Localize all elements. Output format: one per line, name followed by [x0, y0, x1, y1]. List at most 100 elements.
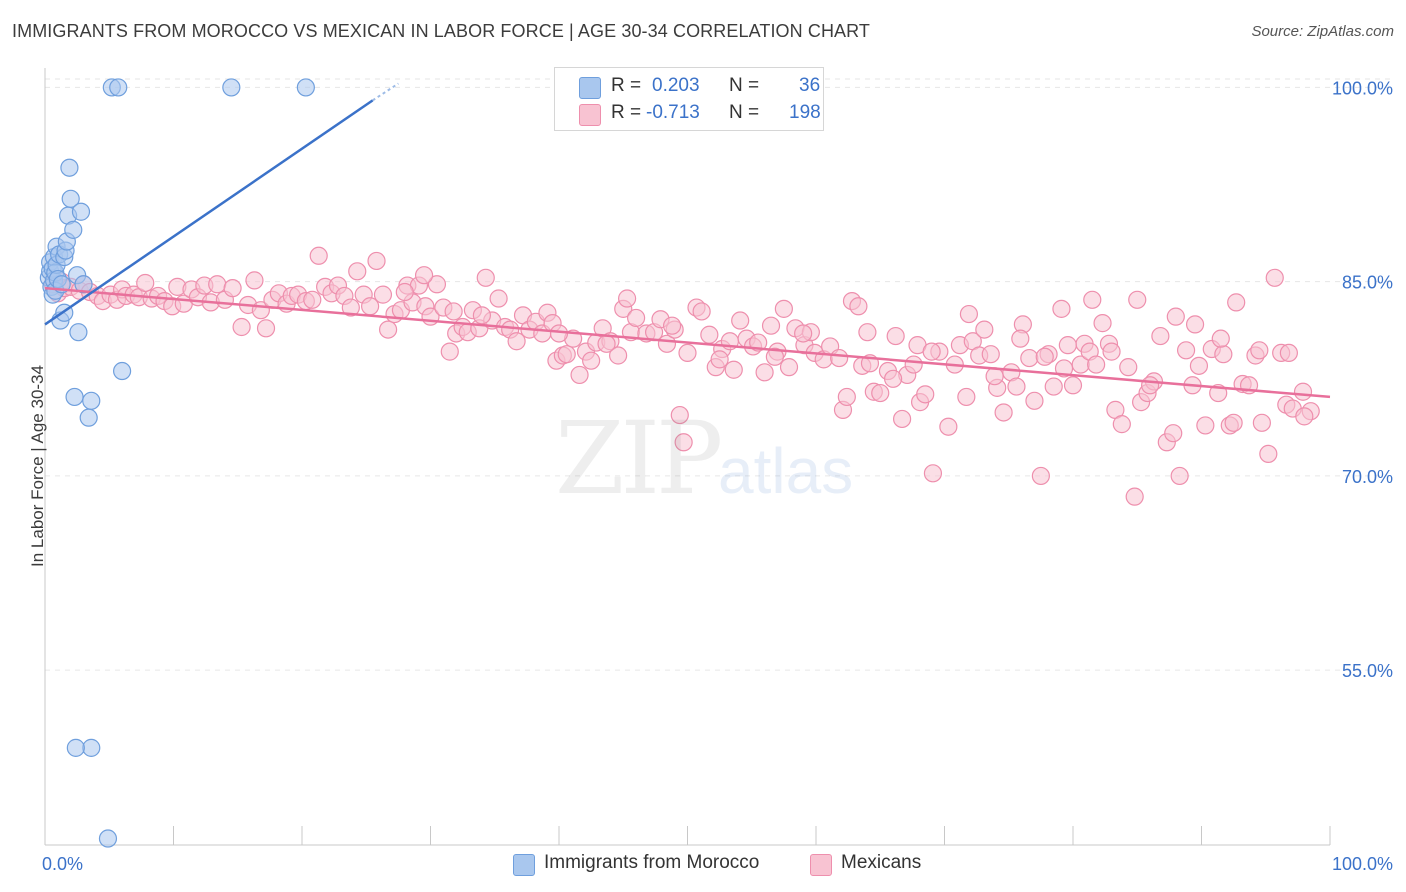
- mexicans-point: [1166, 307, 1185, 326]
- morocco-point: [109, 78, 128, 97]
- mexicans-point: [959, 304, 979, 324]
- bottom-legend-swatch-mexicans: [810, 854, 832, 876]
- morocco-point: [112, 361, 132, 381]
- mexicans-point: [883, 369, 903, 388]
- mexicans-point: [1011, 329, 1030, 348]
- mexicans-point: [886, 326, 905, 346]
- morocco-point: [66, 738, 85, 757]
- legend-n-value: 36: [799, 75, 821, 96]
- mexicans-point: [678, 343, 697, 362]
- morocco-point: [296, 78, 315, 97]
- morocco-point: [60, 158, 79, 177]
- morocco-point: [69, 323, 88, 342]
- mexicans-point: [923, 464, 943, 483]
- mexicans-point: [1293, 382, 1313, 401]
- morocco-point: [82, 738, 101, 757]
- mexicans-point: [1083, 290, 1102, 309]
- mexicans-point: [549, 324, 569, 343]
- correlation-legend: R = 0.203 N = 36 R = -0.713 N = 198: [554, 67, 824, 131]
- mexicans-point: [1250, 341, 1269, 360]
- mexicans-point: [1020, 348, 1039, 368]
- x-tick-label: 0.0%: [42, 854, 83, 874]
- mexicans-point: [440, 342, 459, 361]
- y-tick-label: 70.0%: [1342, 467, 1393, 487]
- morocco-trend-line: [44, 99, 374, 326]
- mexicans-point: [378, 320, 398, 339]
- mexicans-points: [43, 246, 1320, 506]
- mexicans-point: [1265, 268, 1284, 287]
- mexicans-point: [981, 345, 1000, 364]
- mexicans-point: [444, 302, 463, 321]
- legend-r-value: -0.713: [646, 102, 700, 123]
- watermark-zip: ZIP: [555, 400, 723, 517]
- mexicans-point: [1031, 466, 1050, 486]
- y-axis-title: In Labor Force | Age 30-34: [28, 365, 47, 567]
- mexicans-point: [414, 266, 434, 285]
- mexicans-point: [1214, 345, 1233, 364]
- mexicans-point: [597, 334, 616, 353]
- mexicans-point: [794, 324, 813, 343]
- legend-n-value: 198: [789, 102, 821, 123]
- mexicans-point: [700, 325, 719, 344]
- mexicans-point: [1054, 359, 1074, 378]
- mexicans-point: [922, 342, 941, 361]
- mexicans-point: [367, 251, 386, 271]
- mexicans-point: [472, 306, 491, 325]
- mexicans-trend-line: [44, 286, 1331, 399]
- mexicans-point: [1025, 391, 1044, 410]
- mexicans-point: [1102, 342, 1121, 361]
- mexicans-point: [892, 409, 912, 429]
- source-label: Source: ZipAtlas.com: [1251, 23, 1394, 40]
- mexicans-point: [670, 405, 689, 425]
- morocco-point: [65, 387, 84, 407]
- mexicans-point: [395, 282, 414, 302]
- mexicans-point: [830, 348, 849, 368]
- mexicans-point: [1252, 413, 1271, 432]
- mexicans-point: [1259, 444, 1278, 464]
- mexicans-point: [1185, 315, 1205, 334]
- mexicans-point: [1125, 487, 1144, 506]
- mexicans-point: [570, 365, 589, 385]
- mexicans-point: [871, 383, 890, 403]
- mexicans-point: [731, 311, 750, 330]
- axes: [44, 68, 1331, 846]
- mexicans-point: [916, 385, 935, 404]
- mexicans-point: [1087, 355, 1106, 374]
- mexicans-point: [427, 275, 447, 294]
- legend-swatch-morocco: [579, 77, 601, 99]
- legend-n-label: N =: [729, 75, 760, 96]
- mexicans-point: [582, 351, 601, 370]
- mexicans-point: [662, 316, 682, 335]
- mexicans-point: [1112, 415, 1131, 434]
- mexicans-point: [1295, 407, 1314, 426]
- mexicans-point: [223, 279, 242, 298]
- mexicans-point: [749, 333, 768, 352]
- bottom-legend-swatch-morocco: [513, 854, 535, 876]
- mexicans-point: [1211, 329, 1230, 348]
- morocco-trend-extension: [372, 82, 399, 102]
- mexicans-point: [341, 298, 360, 317]
- x-tick-label: 100.0%: [1332, 854, 1393, 874]
- mexicans-point: [755, 363, 774, 382]
- morocco-point: [74, 275, 93, 294]
- tick-labels: 100.0% 85.0% 70.0% 55.0% 0.0% 100.0%: [42, 78, 1393, 874]
- mexicans-point: [1224, 413, 1243, 432]
- mexicans-point: [1007, 377, 1026, 396]
- mexicans-point: [1044, 377, 1063, 396]
- morocco-point: [82, 391, 101, 410]
- legend-n-label: N =: [729, 102, 760, 123]
- mexicans-point: [837, 387, 856, 407]
- mexicans-point: [1170, 466, 1189, 486]
- mexicans-point: [761, 316, 781, 335]
- mexicans-point: [692, 302, 711, 321]
- mexicans-point: [309, 246, 328, 265]
- morocco-points: [39, 78, 315, 848]
- legend-swatch-mexicans: [579, 104, 601, 126]
- mexicans-point: [303, 290, 322, 309]
- mexicans-point: [557, 345, 576, 364]
- mexicans-point: [1063, 376, 1083, 395]
- mexicans-point: [136, 273, 155, 293]
- legend-r-value: 0.203: [652, 75, 700, 96]
- mexicans-point: [1093, 314, 1112, 333]
- morocco-point: [79, 408, 98, 427]
